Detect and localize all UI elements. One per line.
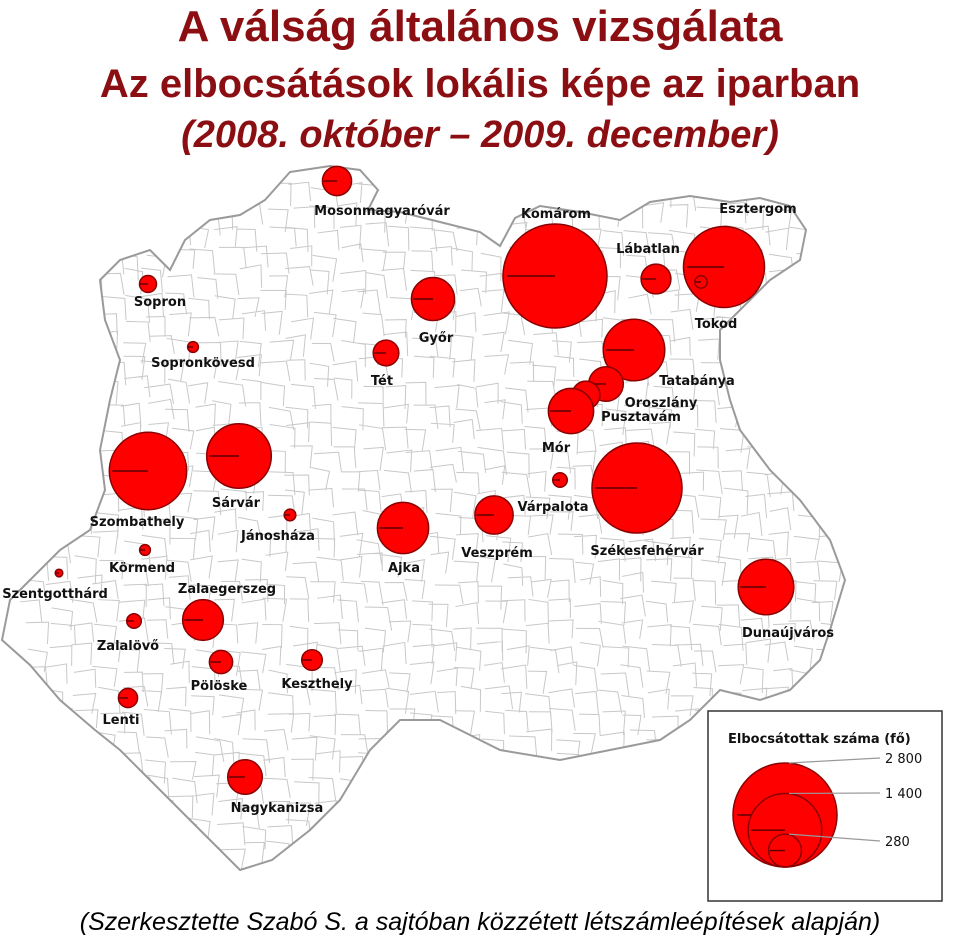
main-title: A válság általános vizsgálata [177, 2, 783, 51]
city-bubble-veszprem[interactable] [474, 495, 514, 535]
city-label-zalalovo: Zalalövő [97, 639, 159, 654]
city-label-komarom: Komárom [521, 207, 591, 222]
city-bubble-zalaegerszeg[interactable] [181, 598, 225, 642]
city-bubble-janoshaza[interactable] [283, 508, 297, 522]
city-label-tokod: Tokod [695, 317, 738, 332]
city-bubble-zalalovo[interactable] [125, 612, 143, 630]
city-bubble-mor[interactable] [547, 387, 595, 435]
city-label-poloske: Pölöske [191, 679, 248, 694]
city-bubble-szentgotthard[interactable] [54, 568, 64, 578]
legend-title: Elbocsátottak száma (fő) [728, 732, 911, 747]
city-label-varpalota: Várpalota [518, 500, 589, 515]
city-bubble-poloske[interactable] [208, 649, 234, 675]
city-label-sopronkovesd: Sopronkövesd [151, 356, 255, 371]
legend-leader-line [788, 757, 881, 764]
city-bubble-sarvar[interactable] [205, 422, 273, 490]
city-label-ajka: Ajka [388, 561, 420, 576]
city-label-sopron: Sopron [134, 295, 186, 310]
subtitle: Az elbocsátások lokális képe az iparban [99, 62, 861, 106]
city-label-zalaegerszeg: Zalaegerszeg [178, 582, 276, 597]
legend-value-label: 2 800 [885, 752, 922, 767]
city-bubble-keszthely[interactable] [300, 648, 324, 672]
city-bubble-tatabanya[interactable] [602, 318, 666, 382]
city-label-pusztavam: Pusztavám [601, 410, 681, 425]
city-label-kormend: Körmend [109, 561, 175, 576]
city-label-mosonmagyarovar: Mosonmagyaróvár [314, 204, 450, 219]
city-bubble-gyor[interactable] [410, 276, 456, 322]
city-label-keszthely: Keszthely [281, 677, 353, 692]
city-bubble-ajka[interactable] [376, 501, 430, 555]
legend-leader-line [788, 833, 881, 842]
legend-value-label: 1 400 [885, 787, 922, 802]
city-bubble-sopron[interactable] [138, 274, 158, 294]
city-label-labatlan: Lábatlan [616, 242, 680, 257]
city-bubble-sopronkovesd[interactable] [186, 340, 200, 354]
city-bubble-szombathely[interactable] [108, 431, 188, 511]
city-bubbles [54, 165, 795, 796]
city-label-nagykanizsa: Nagykanizsa [231, 801, 324, 816]
city-bubble-lenti[interactable] [117, 687, 139, 709]
city-label-veszprem: Veszprém [461, 546, 533, 561]
city-label-mor: Mór [542, 441, 571, 456]
city-labels: Mosonmagyaróvár Komárom Lábatlan Esztergom T… [2, 202, 834, 816]
period-title: (2008. október – 2009. december) [181, 114, 779, 156]
legend-value-label: 280 [885, 835, 910, 850]
city-bubble-varpalota[interactable] [551, 471, 569, 489]
layoffs-map: Mosonmagyaróvár Komárom Lábatlan Esztergom T… [0, 164, 943, 902]
city-bubble-kormend[interactable] [138, 543, 152, 557]
city-label-esztergom: Esztergom [719, 202, 796, 217]
city-bubble-tokod[interactable] [694, 275, 708, 289]
city-label-sarvar: Sárvár [212, 496, 261, 511]
legend: Elbocsátottak száma (fő) 2 800 1 400 280 [707, 710, 943, 902]
credit-note: (Szerkesztette Szabó S. a sajtóban közzé… [79, 908, 881, 936]
city-bubble-tet[interactable] [372, 339, 400, 367]
city-bubble-dunaujvaros[interactable] [737, 558, 795, 616]
city-label-gyor: Győr [419, 331, 454, 346]
city-label-dunaujvaros: Dunaújváros [742, 626, 834, 641]
city-label-lenti: Lenti [102, 713, 139, 728]
city-bubble-komarom[interactable] [502, 223, 608, 329]
city-label-szombathely: Szombathely [90, 515, 185, 530]
city-label-szentgotthard: Szentgotthárd [2, 587, 108, 602]
city-label-oroszlany: Oroszlány [625, 396, 698, 411]
city-label-szekesfehervar: Székesfehérvár [590, 544, 704, 559]
city-bubble-mosonmagyarovar[interactable] [321, 165, 353, 197]
city-label-tet: Tét [371, 374, 393, 389]
city-bubble-esztergom[interactable] [682, 225, 766, 309]
city-bubble-nagykanizsa[interactable] [226, 758, 264, 796]
city-bubble-labatlan[interactable] [640, 263, 672, 295]
city-label-janoshaza: Jánosháza [240, 529, 315, 544]
city-label-tatabanya: Tatabánya [659, 374, 735, 389]
region-outline [0, 164, 847, 872]
legend-circles: 2 800 1 400 280 [732, 752, 922, 868]
city-bubble-szekesfehervar[interactable] [591, 442, 683, 534]
